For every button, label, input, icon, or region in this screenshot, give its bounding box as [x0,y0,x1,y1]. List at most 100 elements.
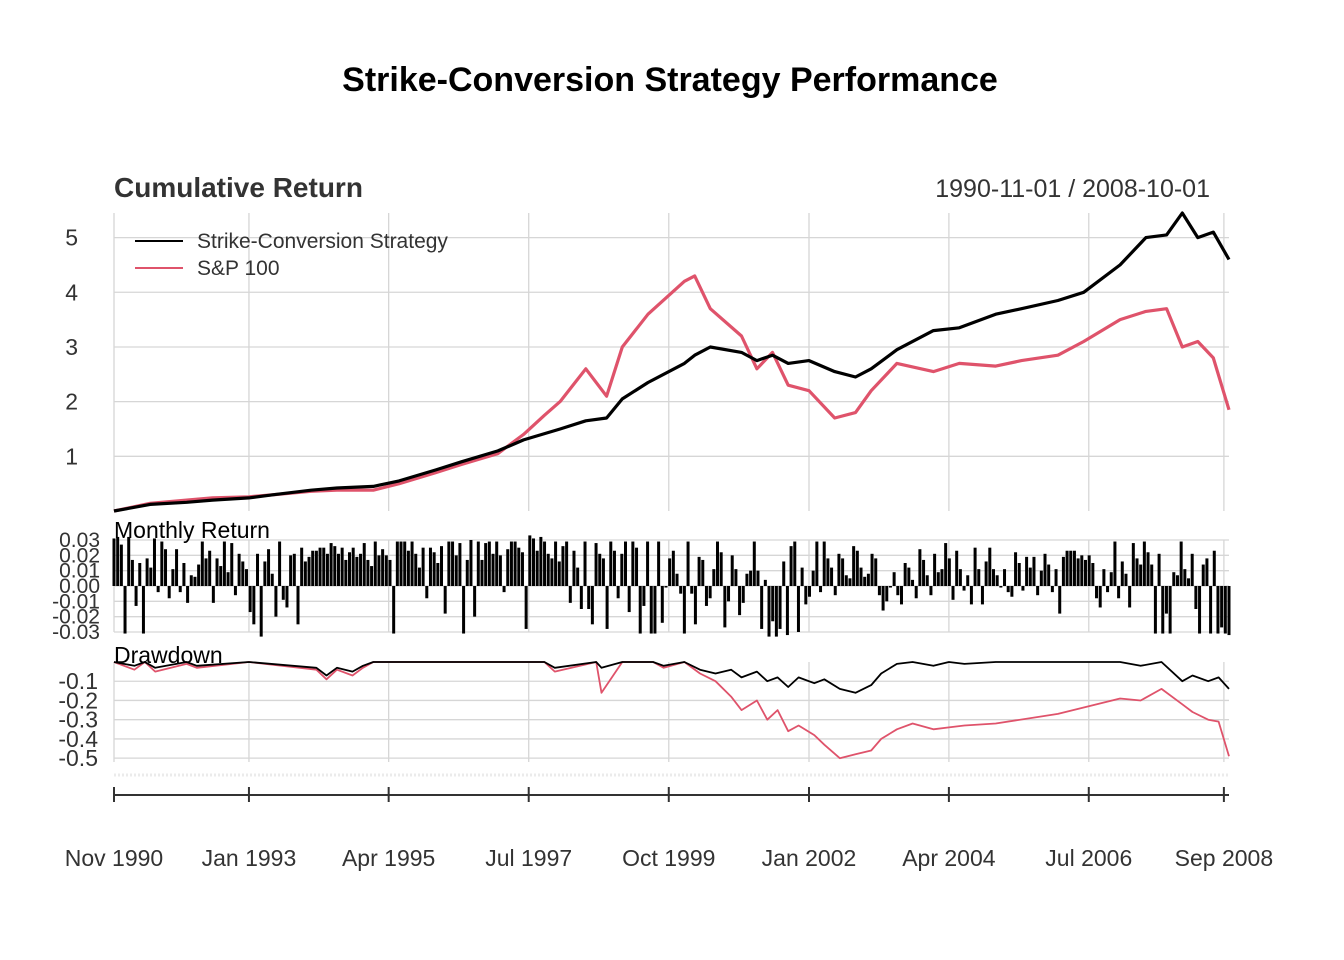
monthly-return-bar [502,586,506,593]
monthly-return-bar [130,559,134,586]
monthly-return-bar [1205,558,1209,586]
monthly-return-bar [388,559,392,586]
monthly-return-bar [451,541,455,586]
monthly-return-bar [620,553,624,586]
monthly-return-bar [583,541,587,586]
monthly-return-bar [918,549,922,586]
monthly-return-bar [690,586,694,594]
monthly-return-bar [911,579,915,586]
monthly-return-bar [123,586,127,634]
mon-ytick-label: -0.01 [52,590,100,613]
monthly-return-bar [1183,569,1187,586]
monthly-return-bar [296,586,300,625]
monthly-return-bar [211,586,215,603]
monthly-return-bar [745,573,749,586]
monthly-return-bar [1120,561,1124,586]
monthly-return-bar [907,567,911,586]
monthly-return-bar [1142,541,1146,586]
monthly-return-bar [561,546,565,586]
monthly-return-bar [1028,567,1032,586]
monthly-return-title: Monthly Return [114,517,270,543]
monthly-return-bar [454,555,458,586]
date-range-label: 1990-11-01 / 2008-10-01 [935,175,1210,203]
monthly-return-bar [719,552,723,586]
monthly-return-bar [1021,586,1025,591]
monthly-return-bar [204,558,208,586]
monthly-return-bar [112,538,116,586]
monthly-return-bar [1069,550,1073,586]
monthly-return-bar [127,536,131,586]
monthly-return-bar [318,547,322,586]
monthly-return-bar [410,541,414,586]
benchmark-cumulative-line [113,274,1231,513]
monthly-return-bar [1083,559,1087,586]
monthly-return-bar [141,586,145,634]
monthly-return-bar [292,553,296,586]
monthly-return-bar [1050,586,1054,593]
monthly-return-bar [458,543,462,586]
monthly-return-bar [1198,586,1202,634]
monthly-return-bar [476,541,480,586]
monthly-return-bar [605,586,609,629]
monthly-return-bar [940,569,944,586]
monthly-return-bar [200,541,204,586]
monthly-return-bar [535,550,539,586]
monthly-return-bar [1102,569,1106,586]
cum-ytick-label: 1 [65,443,78,469]
monthly-return-bar [1187,578,1191,586]
monthly-return-bar [870,553,874,586]
monthly-return-bar [1179,541,1183,586]
monthly-return-bar [303,561,307,586]
benchmark-drawdown-line [113,661,1230,760]
dd-ytick-label: -0.4 [58,726,98,752]
monthly-return-bar [749,570,753,586]
monthly-return-bar [848,578,852,586]
monthly-return-bar [285,586,289,608]
monthly-return-bar [1146,552,1150,586]
x-axis-tick-label: Oct 1999 [622,845,715,871]
monthly-return-bar [289,555,293,586]
drawdown-y-ticks: -0.1-0.2-0.3-0.4-0.5 [58,668,98,771]
monthly-return-bar [1065,550,1069,586]
monthly-return-bar [771,586,775,622]
monthly-return-bar [638,586,642,634]
x-axis-tick-label: Apr 2004 [902,845,996,871]
monthly-return-bar [244,569,248,586]
monthly-return-bar [756,570,760,586]
monthly-return-bar [156,586,160,593]
monthly-return-bar [1014,552,1018,586]
monthly-return-bar [359,553,363,586]
legend-label-benchmark: S&P 100 [197,257,280,280]
dd-ytick-label: -0.1 [58,668,98,694]
monthly-return-bar [233,586,237,596]
monthly-return-bar [1227,586,1231,636]
monthly-return-bar [896,586,900,596]
monthly-return-bar [270,573,274,586]
monthly-return-bar [1047,564,1051,586]
monthly-return-bar [480,559,484,586]
monthly-return-bar [1087,555,1091,586]
cum-ytick-label: 5 [65,225,78,251]
x-axis-tick-label: Sep 2008 [1175,845,1273,871]
monthly-return-bar [152,538,156,586]
monthly-return-bar [1157,553,1161,586]
monthly-return-bar [175,549,179,586]
monthly-return-bar [704,586,708,606]
monthly-return-bar [763,579,767,586]
monthly-return-bar [1201,564,1205,586]
monthly-return-bar [377,555,381,586]
mon-ytick-label: 0.00 [59,575,100,598]
monthly-return-bar [167,586,171,599]
dd-ytick-label: -0.5 [58,745,98,771]
monthly-return-bar [1128,586,1132,608]
monthly-return-bar [222,541,226,586]
monthly-return-bar [642,586,646,606]
monthly-return-bar [226,572,230,586]
monthly-return-bar [881,586,885,611]
monthly-return-bar [517,547,521,586]
monthly-return-bar [793,541,797,586]
monthly-return-bar [186,586,190,603]
monthly-return-bar [984,561,988,586]
monthly-return-bar [1076,558,1080,586]
monthly-return-bar [841,558,845,586]
